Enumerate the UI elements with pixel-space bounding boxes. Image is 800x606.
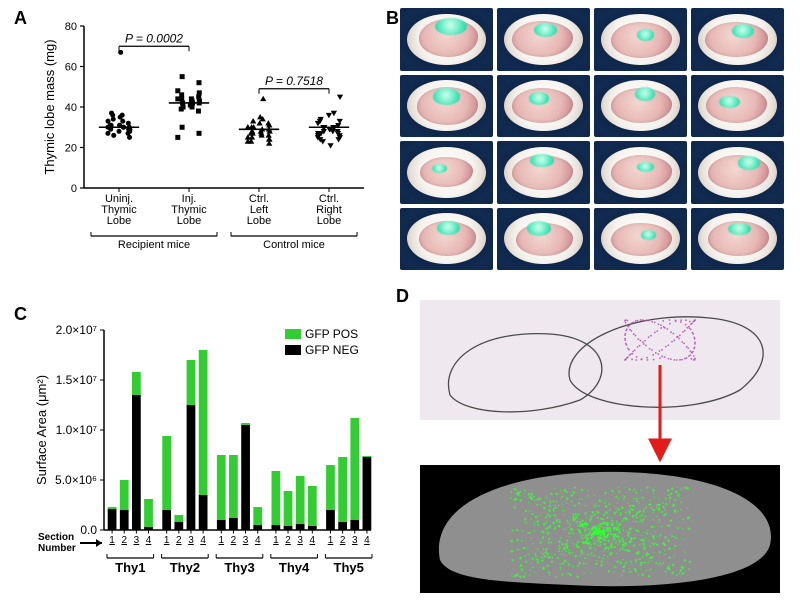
svg-text:GFP POS: GFP POS bbox=[305, 327, 358, 341]
svg-text:2: 2 bbox=[121, 535, 127, 546]
thymus-tile bbox=[691, 208, 784, 271]
svg-text:1: 1 bbox=[164, 535, 170, 546]
svg-text:1: 1 bbox=[109, 535, 115, 546]
panel-a-scatter: 020406080Thymic lobe mass (mg)Uninj.Thym… bbox=[40, 20, 370, 250]
thymus-tile bbox=[691, 75, 784, 138]
svg-text:1.5×10⁷: 1.5×10⁷ bbox=[56, 373, 97, 387]
panel-b-grid bbox=[400, 8, 784, 270]
thymus-tile bbox=[497, 75, 590, 138]
svg-text:4: 4 bbox=[200, 535, 206, 546]
thymus-tile bbox=[400, 141, 493, 204]
svg-text:1: 1 bbox=[218, 535, 224, 546]
svg-text:Number: Number bbox=[38, 543, 76, 554]
svg-text:2: 2 bbox=[176, 535, 182, 546]
thymus-tile bbox=[497, 208, 590, 271]
svg-text:Thy3: Thy3 bbox=[224, 560, 254, 575]
svg-text:Thy2: Thy2 bbox=[170, 560, 200, 575]
panel-d-images bbox=[410, 300, 790, 595]
svg-text:Control mice: Control mice bbox=[263, 239, 325, 250]
svg-text:Thy1: Thy1 bbox=[115, 560, 145, 575]
svg-text:3: 3 bbox=[243, 535, 249, 546]
panel-d-label: D bbox=[396, 286, 409, 307]
svg-text:2: 2 bbox=[231, 535, 237, 546]
svg-text:Surface Area (μm²): Surface Area (μm²) bbox=[34, 375, 49, 485]
svg-text:20: 20 bbox=[65, 143, 77, 155]
svg-text:1.0×10⁷: 1.0×10⁷ bbox=[56, 423, 97, 437]
thymus-tile bbox=[594, 8, 687, 71]
svg-text:3: 3 bbox=[352, 535, 358, 546]
svg-text:3: 3 bbox=[297, 535, 303, 546]
thymus-tile bbox=[594, 75, 687, 138]
svg-text:2: 2 bbox=[285, 535, 291, 546]
svg-text:Recipient mice: Recipient mice bbox=[118, 239, 190, 250]
thymus-tile bbox=[691, 8, 784, 71]
svg-text:0: 0 bbox=[71, 183, 77, 195]
svg-text:Lobe: Lobe bbox=[247, 215, 271, 227]
panel-c-label: C bbox=[14, 304, 27, 325]
svg-text:60: 60 bbox=[65, 62, 77, 74]
svg-text:0.0: 0.0 bbox=[80, 523, 97, 537]
svg-text:Thy5: Thy5 bbox=[334, 560, 364, 575]
svg-text:4: 4 bbox=[310, 535, 316, 546]
svg-text:80: 80 bbox=[65, 21, 77, 33]
svg-text:P = 0.7518: P = 0.7518 bbox=[265, 74, 323, 88]
svg-text:Lobe: Lobe bbox=[177, 215, 201, 227]
thymus-tile bbox=[497, 141, 590, 204]
panel-b-label: B bbox=[386, 8, 399, 29]
svg-text:Lobe: Lobe bbox=[107, 215, 131, 227]
thymus-tile bbox=[497, 8, 590, 71]
svg-text:2.0×10⁷: 2.0×10⁷ bbox=[56, 323, 97, 337]
svg-text:2: 2 bbox=[340, 535, 346, 546]
panel-a-label: A bbox=[14, 8, 27, 29]
svg-text:4: 4 bbox=[146, 535, 152, 546]
panel-c-bars: 0.0 5.0×10⁶ 1.0×10⁷ 1.5×10⁷ 2.0×10⁷ Surface A… bbox=[32, 320, 377, 590]
svg-text:5.0×10⁶: 5.0×10⁶ bbox=[55, 473, 97, 487]
thymus-tile bbox=[400, 208, 493, 271]
svg-text:3: 3 bbox=[134, 535, 140, 546]
thymus-tile bbox=[400, 75, 493, 138]
svg-text:P = 0.0002: P = 0.0002 bbox=[125, 31, 183, 45]
svg-text:1: 1 bbox=[328, 535, 334, 546]
svg-text:Thymic lobe mass (mg): Thymic lobe mass (mg) bbox=[42, 39, 57, 174]
thymus-tile bbox=[594, 141, 687, 204]
thymus-tile bbox=[400, 8, 493, 71]
svg-text:3: 3 bbox=[188, 535, 194, 546]
svg-text:1: 1 bbox=[273, 535, 279, 546]
thymus-tile bbox=[594, 208, 687, 271]
thymus-tile bbox=[691, 141, 784, 204]
svg-text:4: 4 bbox=[255, 535, 261, 546]
svg-text:4: 4 bbox=[364, 535, 370, 546]
svg-text:40: 40 bbox=[65, 102, 77, 114]
svg-text:GFP NEG: GFP NEG bbox=[305, 343, 359, 357]
svg-text:Lobe: Lobe bbox=[317, 215, 341, 227]
svg-text:Thy4: Thy4 bbox=[279, 560, 310, 575]
svg-text:Section: Section bbox=[38, 532, 74, 543]
